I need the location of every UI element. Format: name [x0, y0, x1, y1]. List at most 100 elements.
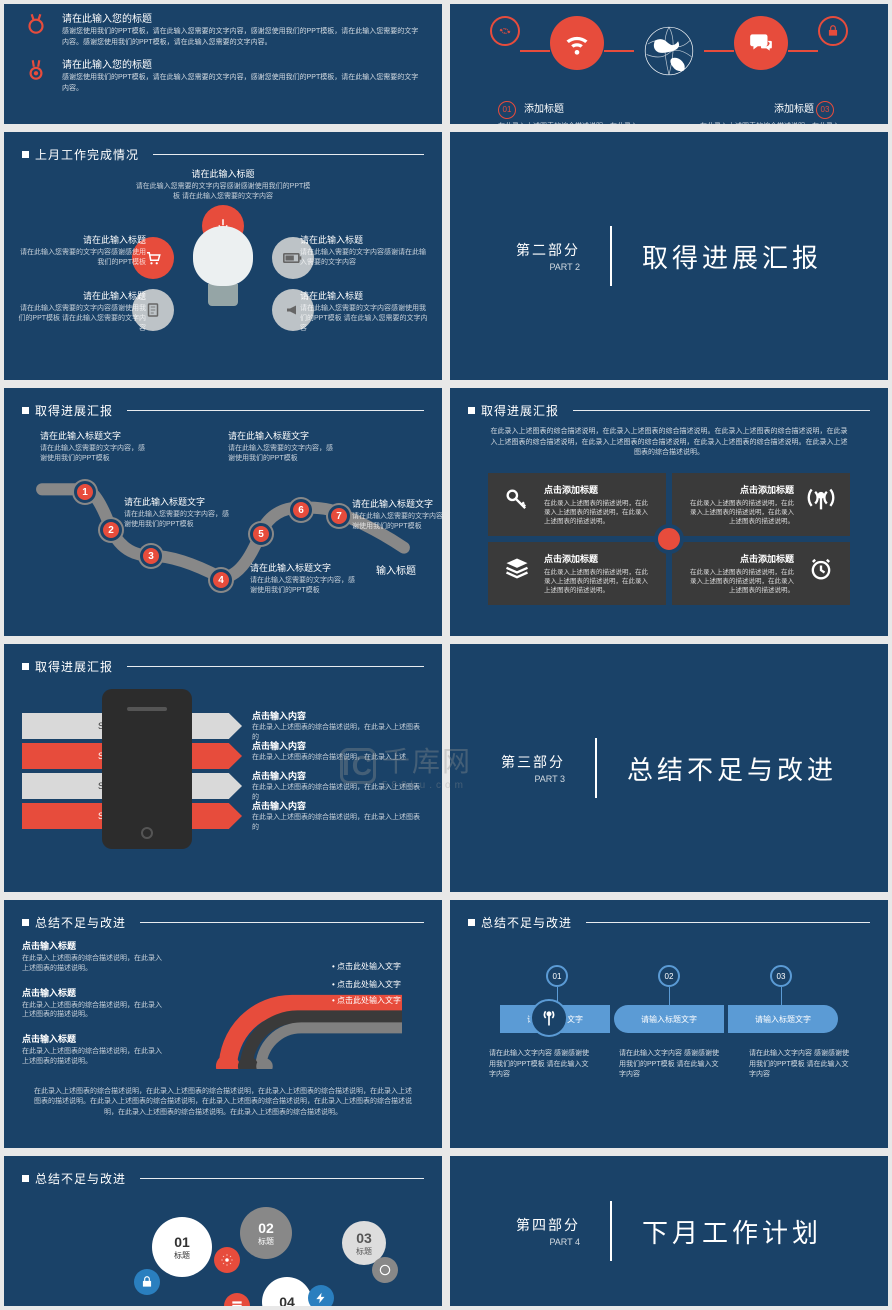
bulb-icon	[188, 226, 258, 316]
pill-num: 02	[658, 965, 680, 987]
add-num: 01	[498, 101, 516, 119]
part-title: 总结不足与改进	[627, 750, 837, 787]
bubble: 02标题	[240, 1207, 292, 1259]
path-node: 5	[250, 523, 272, 545]
quad-box: 点击添加标题在此录入上述图表的描述说明，在此录入上述图表的描述说明，在此录入上述…	[672, 542, 850, 605]
phone-icon	[102, 689, 192, 849]
pill: 请输入标题文字	[728, 1005, 838, 1033]
pill-desc: 请在此输入文字内容 感谢感谢使用我们的PPT模板 请在此输入文字内容	[619, 1049, 719, 1081]
bubble-small-icon	[308, 1285, 334, 1306]
slide-quad: 取得进展汇报 在此录入上述图表的综合描述说明，在此录入上述图表的综合描述说明。在…	[450, 388, 888, 636]
slide-arc: 总结不足与改进 点击输入标题在此录入上述图表的综合描述说明，在此录入上述图表的描…	[4, 900, 442, 1148]
medal-item: 请在此输入您的标题 感谢您使用我们的PPT模板，请在此输入您需要的文字内容，感谢…	[22, 56, 424, 94]
section-title: 总结不足与改进	[481, 914, 572, 931]
pill-desc: 请在此输入文字内容 感谢感谢使用我们的PPT模板 请在此输入文字内容	[749, 1049, 849, 1081]
lock-icon	[818, 16, 848, 46]
slide-part3: 第三部分 PART 3 总结不足与改进	[450, 644, 888, 892]
arc-label: 点击此处输入文字	[337, 962, 401, 971]
add-title: 添加标题	[524, 104, 564, 115]
medal-desc: 感谢您使用我们的PPT模板，请在此输入您需要的文字内容，感谢您使用我们的PPT模…	[62, 27, 424, 48]
path-node: 1	[74, 481, 96, 503]
medal-title: 请在此输入您的标题	[62, 56, 424, 71]
add-item: 添加标题 03 在此录入上述图表的综合描述说明，在此录入上述图表的描述说明，在此…	[700, 100, 840, 124]
path-end-label: 输入标题	[376, 562, 416, 577]
add-desc: 在此录入上述图表的综合描述说明，在此录入上述图表的描述说明，在此录入的描述说明	[498, 122, 638, 124]
slide-phone-steps: 取得进展汇报 Step 01 Step 02 Step 03 Step 04 点…	[4, 644, 442, 892]
medal-desc: 感谢您使用我们的PPT模板，请在此输入您需要的文字内容，感谢您使用我们的PPT模…	[62, 73, 424, 94]
part-en: PART 3	[501, 774, 565, 784]
bubble-small-icon	[214, 1247, 240, 1273]
add-title: 添加标题	[774, 104, 814, 115]
layers-icon	[500, 552, 534, 586]
medal-icon	[22, 56, 50, 84]
key-icon	[500, 483, 534, 517]
add-desc: 在此录入上述图表的综合描述说明，在此录入上述图表的描述说明，在此录入上述描述说明	[700, 122, 840, 124]
path-diagram: 1234567 请在此输入标题文字请在此输入您需要的文字内容，感谢使用我们的PP…	[22, 427, 424, 607]
add-num: 03	[816, 101, 834, 119]
bubble: 04	[262, 1277, 312, 1306]
bulb-text-l1: 请在此输入标题请在此输入您需要的文字内容感谢感使用我们的PPT模板	[16, 233, 146, 268]
wifi-icon	[550, 16, 604, 70]
icon-row	[468, 16, 870, 86]
section-title: 总结不足与改进	[35, 1170, 126, 1187]
medal-title: 请在此输入您的标题	[62, 10, 424, 25]
medal-icon	[22, 10, 50, 38]
part-en: PART 4	[516, 1237, 580, 1247]
part-title-block: 第二部分 PART 2 取得进展汇报	[468, 146, 870, 366]
slide-bubbles: 总结不足与改进 01标题02标题03标题04	[4, 1156, 442, 1306]
pill-num: 03	[770, 965, 792, 987]
bubble-small-icon	[134, 1269, 160, 1295]
quad-box: 点击添加标题在此录入上述图表的描述说明，在此录入上述图表的描述说明，在此录入上述…	[488, 542, 666, 605]
footer-text: 在此录入上述图表的综合描述说明，在此录入上述图表的综合描述说明，在此录入上述图表…	[22, 1087, 424, 1119]
part-title: 取得进展汇报	[642, 238, 822, 275]
part-cn: 第三部分	[501, 752, 565, 772]
bubble-small-icon	[372, 1257, 398, 1283]
globe-icon	[634, 16, 704, 86]
path-label: 请在此输入标题文字请在此输入您需要的文字内容，感谢使用我们的PPT模板	[124, 495, 234, 530]
slide-pills: 总结不足与改进 01 02 03 请输入标题文字 请输入标题文字 请输入标题文字…	[450, 900, 888, 1148]
section-title: 取得进展汇报	[35, 658, 113, 675]
section-header: 上月工作完成情况	[22, 146, 424, 163]
quad-box: 点击添加标题在此录入上述图表的描述说明，在此录入上述图表的描述说明，在此录入上述…	[672, 473, 850, 536]
slide-part4: 第四部分 PART 4 下月工作计划	[450, 1156, 888, 1306]
arc-left-list: 点击输入标题在此录入上述图表的综合描述说明，在此录入上述图表的描述说明。 点击输…	[22, 939, 162, 1079]
add-item: 01 添加标题 在此录入上述图表的综合描述说明，在此录入上述图表的描述说明，在此…	[498, 100, 638, 124]
slide-grid: 请在此输入您的标题 感谢您使用我们的PPT模板，请在此输入您需要的文字内容，感谢…	[0, 0, 892, 1310]
slide-medals: 请在此输入您的标题 感谢您使用我们的PPT模板，请在此输入您需要的文字内容，感谢…	[4, 4, 442, 124]
bulb-text-r1: 请在此输入标题请在此输入需要的文字内容感谢请在此输入需要的文字内容	[300, 233, 430, 268]
bulb-text-l2: 请在此输入标题请在此输入您需要的文字内容感谢使用我们的PPT模板 请在此输入您需…	[16, 289, 146, 333]
medal-item: 请在此输入您的标题 感谢您使用我们的PPT模板，请在此输入您需要的文字内容，感谢…	[22, 10, 424, 48]
section-title: 上月工作完成情况	[35, 146, 139, 163]
pill-desc: 请在此输入文字内容 感谢感谢使用我们的PPT模板 请在此输入文字内容	[489, 1049, 589, 1081]
quad-box: 点击添加标题在此录入上述图表的描述说明，在此录入上述图表的描述说明，在此录入上述…	[488, 473, 666, 536]
arc-label: 点击此处输入文字	[337, 996, 401, 1005]
section-title: 取得进展汇报	[481, 402, 559, 419]
arc-label: 点击此处输入文字	[337, 980, 401, 989]
antenna-icon	[804, 483, 838, 517]
path-label: 请在此输入标题文字请在此输入您需要的文字内容，感谢使用我们的PPT模板	[40, 429, 150, 464]
slide-path: 取得进展汇报 1234567 请在此输入标题文字请在此输入您需要的文字内容，感谢…	[4, 388, 442, 636]
bulb-diagram: 请在此输入标题请在此输入您需要的文字内容感谢感谢使用我们的PPT模板 请在此输入…	[22, 171, 424, 371]
bubble-diagram: 01标题02标题03标题04	[22, 1207, 424, 1306]
clock-icon	[804, 552, 838, 586]
pill: 请输入标题文字	[614, 1005, 724, 1033]
path-label: 请在此输入标题文字请在此输入您需要的文字内容，感谢使用我们的PPT模板	[228, 429, 338, 464]
section-title: 取得进展汇报	[35, 402, 113, 419]
path-node: 2	[100, 519, 122, 541]
bulb-text-r2: 请在此输入标题请在此输入您需要的文字内容感谢使用我们的PPT模板 请在此输入您需…	[300, 289, 430, 333]
part-cn: 第四部分	[516, 1215, 580, 1235]
chat-icon	[734, 16, 788, 70]
path-label: 请在此输入标题文字请在此输入您需要的文字内容，感谢使用我们的PPT模板	[352, 497, 442, 532]
path-node: 7	[328, 505, 350, 527]
gear-icon	[490, 16, 520, 46]
part-title: 下月工作计划	[642, 1213, 822, 1250]
path-node: 3	[140, 545, 162, 567]
antenna-icon	[530, 999, 568, 1037]
add-row: 01 添加标题 在此录入上述图表的综合描述说明，在此录入上述图表的描述说明，在此…	[468, 100, 870, 124]
part-cn: 第二部分	[516, 240, 580, 260]
slide-bulb: 上月工作完成情况 请在此输入标题请在此输入您需要的文字内容感谢感谢使用我们的PP…	[4, 132, 442, 380]
path-node: 6	[290, 499, 312, 521]
center-dot	[654, 524, 684, 554]
part-en: PART 2	[516, 262, 580, 272]
slide-part2: 第二部分 PART 2 取得进展汇报	[450, 132, 888, 380]
